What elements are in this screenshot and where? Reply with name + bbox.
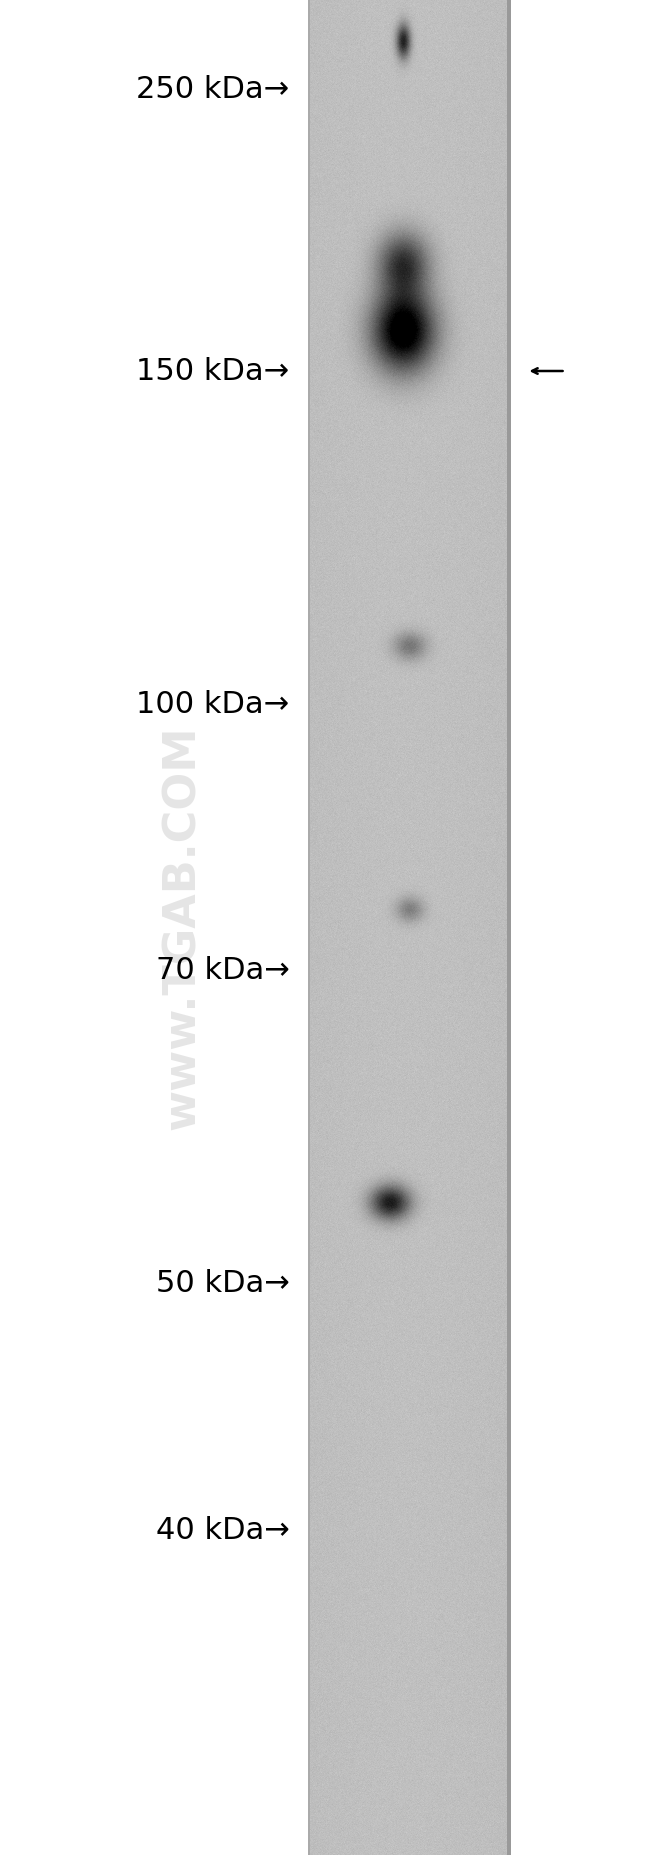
Text: 70 kDa→: 70 kDa→ (155, 955, 289, 985)
Bar (507, 0, 511, 1855)
Text: 100 kDa→: 100 kDa→ (136, 690, 289, 720)
Text: 50 kDa→: 50 kDa→ (155, 1269, 289, 1298)
Text: 150 kDa→: 150 kDa→ (136, 356, 289, 386)
Bar (308, 0, 310, 1855)
Text: 40 kDa→: 40 kDa→ (155, 1516, 289, 1545)
Text: 250 kDa→: 250 kDa→ (136, 74, 289, 104)
Text: www.TGAB.COM: www.TGAB.COM (161, 725, 203, 1130)
